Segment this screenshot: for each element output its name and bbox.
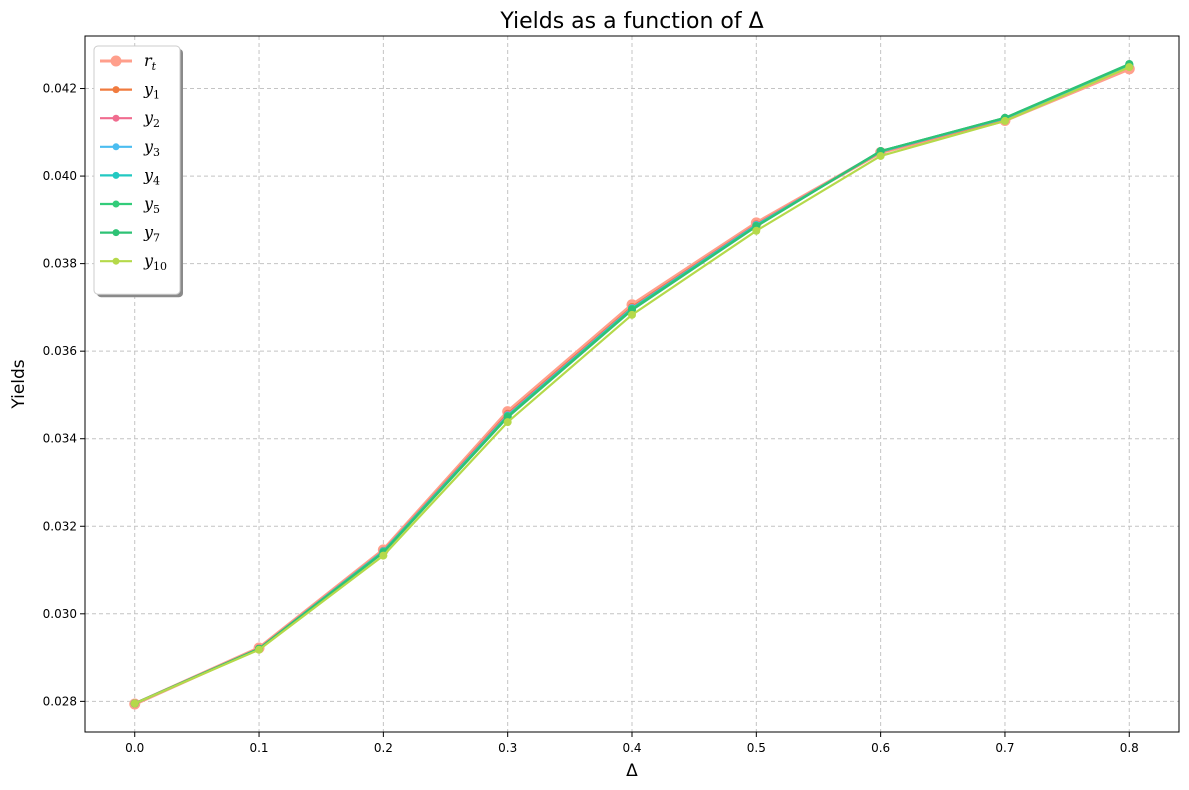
legend-entry: y2 — [100, 108, 160, 130]
y-tick-label: 0.036 — [43, 344, 77, 358]
data-point — [628, 310, 636, 319]
y-tick-label: 0.040 — [43, 169, 77, 183]
y-axis-ticks: 0.028 0.030 0.032 0.034 0.036 0.038 0.040 0.042 — [43, 82, 85, 708]
legend-marker — [112, 86, 120, 94]
legend-marker — [112, 229, 120, 237]
series-line — [134, 63, 1130, 705]
data-point — [876, 151, 885, 160]
legend-label: rt — [144, 51, 157, 73]
x-axis-label: Δ — [626, 761, 638, 781]
y-tick-label: 0.028 — [43, 694, 77, 708]
grid — [85, 36, 1179, 732]
legend-entry: y10 — [100, 251, 167, 273]
y-tick-label: 0.034 — [43, 432, 77, 446]
legend-marker — [112, 257, 120, 265]
legend-entry: y3 — [100, 137, 160, 159]
y-tick-label: 0.038 — [43, 257, 77, 271]
legend-marker — [112, 200, 120, 208]
x-tick-label: 0.6 — [871, 741, 890, 755]
chart-title: Yields as a function of Δ — [499, 9, 763, 34]
series-line — [134, 64, 1130, 705]
legend-label: y2 — [143, 108, 160, 130]
series-line — [134, 64, 1130, 705]
x-tick-label: 0.8 — [1120, 741, 1139, 755]
legend-marker — [112, 143, 120, 151]
legend-label: y10 — [143, 251, 167, 273]
data-point — [255, 645, 264, 654]
data-point — [130, 699, 139, 708]
y-tick-label: 0.042 — [43, 82, 77, 96]
x-tick-label: 0.7 — [995, 741, 1014, 755]
legend-entry: y5 — [100, 194, 160, 216]
series-group — [129, 60, 1135, 710]
x-tick-label: 0.5 — [747, 741, 766, 755]
legend-entry: rt — [100, 51, 157, 73]
legend-label: y5 — [143, 194, 160, 216]
x-tick-label: 0.0 — [125, 741, 144, 755]
data-point — [1125, 63, 1134, 72]
legend-entry: y1 — [100, 80, 160, 102]
series-line — [134, 63, 1130, 705]
x-tick-label: 0.4 — [622, 741, 641, 755]
x-tick-label: 0.1 — [249, 741, 268, 755]
legend-marker — [112, 114, 120, 122]
data-point — [379, 551, 388, 560]
legend-box — [93, 45, 181, 295]
data-point — [503, 418, 512, 427]
series-line — [134, 63, 1130, 705]
y-axis-label: Yields — [9, 359, 29, 409]
legend-label: y4 — [143, 165, 160, 187]
x-tick-label: 0.2 — [374, 741, 393, 755]
y-tick-label: 0.032 — [43, 519, 77, 533]
x-axis-ticks: 0.0 0.1 0.2 0.3 0.4 0.5 0.6 0.7 0.8 — [125, 732, 1139, 755]
legend-entry: y4 — [100, 165, 160, 187]
y-tick-label: 0.030 — [43, 607, 77, 621]
legend-marker — [110, 55, 122, 67]
legend-label: y1 — [143, 80, 160, 102]
series-y-10 — [130, 63, 1134, 708]
legend: rt y1 y2 y3 y4 y5 y7 y10 — [93, 45, 183, 298]
legend-label: y7 — [143, 223, 160, 245]
legend-label: y3 — [143, 137, 160, 159]
data-point — [1000, 116, 1009, 125]
data-point — [752, 226, 761, 235]
legend-entry: y7 — [100, 223, 160, 245]
x-tick-label: 0.3 — [498, 741, 517, 755]
legend-marker — [112, 171, 120, 179]
